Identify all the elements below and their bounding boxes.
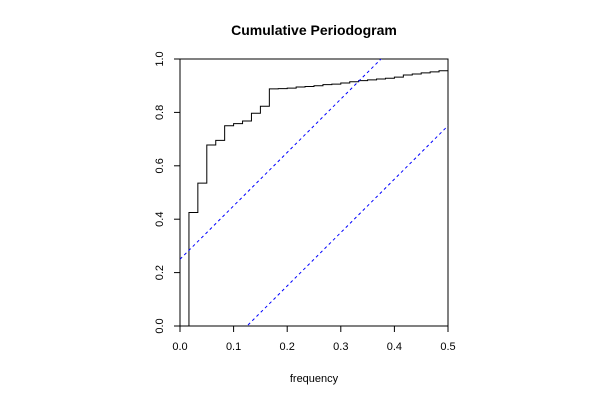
x-tick-label: 0.3 [333,341,348,353]
y-tick-label: 1.0 [154,51,166,66]
x-tick-label: 0.0 [172,341,187,353]
chart-title: Cumulative Periodogram [231,22,397,38]
series-group [180,59,448,326]
y-tick-label: 0.4 [154,212,166,227]
y-tick-label: 0.6 [154,158,166,173]
y-tick-label: 0.0 [154,318,166,333]
y-tick-label: 0.8 [154,105,166,120]
x-tick-label: 0.1 [226,341,241,353]
confidence-bound-line [246,125,448,326]
x-tick-label: 0.4 [387,341,402,353]
confidence-bound-line [180,59,382,260]
x-axis-label: frequency [290,373,339,385]
x-tick-label: 0.5 [440,341,455,353]
plot-area: 0.0 0.1 0.2 0.3 0.4 0.5 0.0 0.2 0.4 0.6 0.8 1.0 [154,51,456,353]
cumulative-periodogram-line [188,59,448,326]
y-tick-label: 0.2 [154,265,166,280]
x-tick-label: 0.2 [280,341,295,353]
plot-frame [179,58,449,327]
